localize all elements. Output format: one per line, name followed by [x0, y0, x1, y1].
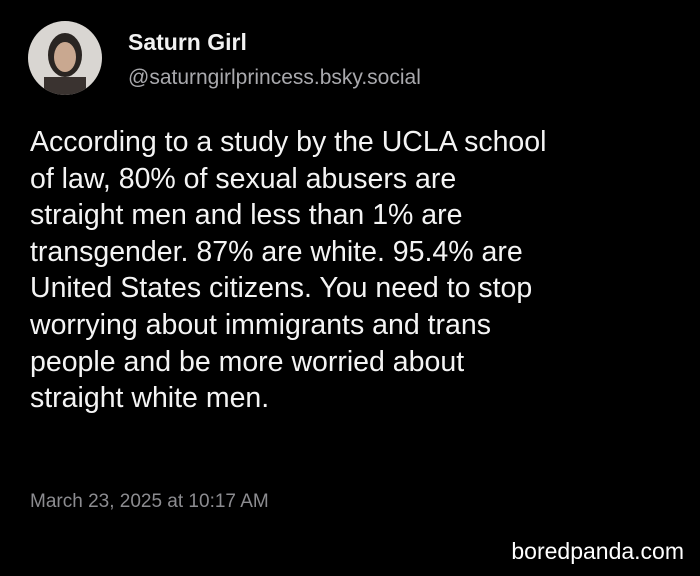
post-line: people and be more worried about: [30, 345, 465, 378]
avatar[interactable]: [28, 21, 102, 95]
post-line: straight men and less than 1% are: [30, 199, 463, 232]
post-line: United States citizens. You need to stop: [30, 272, 533, 305]
post-text: According to a study by the UCLA school o…: [30, 124, 546, 417]
watermark: boredpanda.com: [511, 538, 684, 564]
post-line: straight white men.: [30, 382, 270, 415]
post-line: worrying about immigrants and trans: [30, 308, 491, 341]
post-line: transgender. 87% are white. 95.4% are: [30, 235, 523, 268]
post-line: According to a study by the UCLA school: [30, 126, 547, 158]
post-line: of law, 80% of sexual abusers are: [30, 162, 457, 195]
author-name[interactable]: Saturn Girl: [128, 29, 247, 55]
timestamp[interactable]: March 23, 2025 at 10:17 AM: [30, 491, 269, 512]
author-handle[interactable]: @saturngirlprincess.bsky.social: [128, 66, 421, 89]
